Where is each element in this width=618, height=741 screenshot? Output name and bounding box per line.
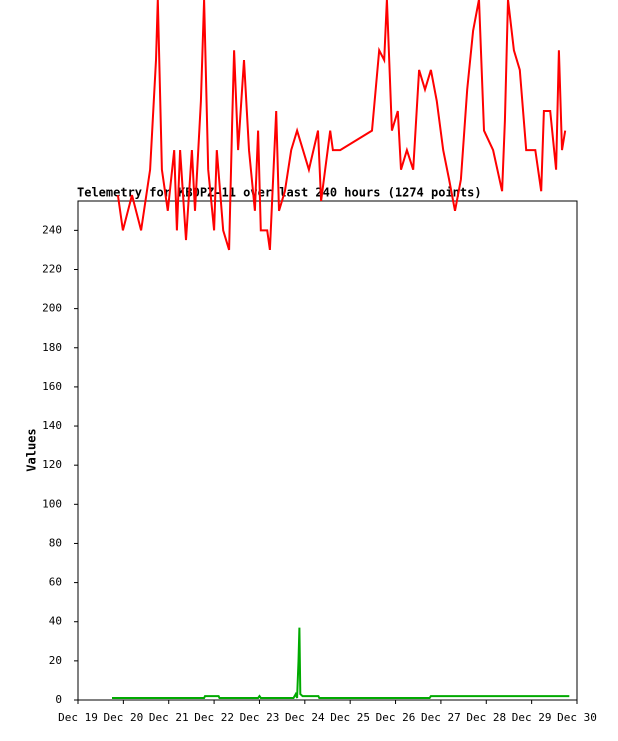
plot-area <box>77 200 578 701</box>
y-tick-label: 0 <box>55 693 62 706</box>
y-tick-label: 80 <box>49 536 62 549</box>
y-tick-label: 240 <box>42 223 62 236</box>
x-tick-label: Dec 21 <box>149 711 189 724</box>
data-line <box>112 627 570 699</box>
x-tick-label: Dec 29 <box>512 711 552 724</box>
x-tick-label: Dec 26 <box>376 711 416 724</box>
x-tick-label: Dec 25 <box>330 711 370 724</box>
y-tick-label: 140 <box>42 419 62 432</box>
y-tick-label: 100 <box>42 497 62 510</box>
data-line <box>116 0 567 251</box>
y-tick-label: 40 <box>49 615 62 628</box>
y-tick-label: 20 <box>49 654 62 667</box>
y-tick-label: 60 <box>49 576 62 589</box>
y-tick-label: 120 <box>42 458 62 471</box>
x-tick-label: Dec 20 <box>103 711 143 724</box>
x-tick-label: Dec 19 <box>58 711 98 724</box>
x-tick-label: Dec 23 <box>240 711 280 724</box>
x-tick-label: Dec 24 <box>285 711 325 724</box>
x-tick-label: Dec 28 <box>466 711 506 724</box>
y-tick-label: 220 <box>42 262 62 275</box>
x-tick-label: Dec 22 <box>194 711 234 724</box>
y-tick-label: 160 <box>42 380 62 393</box>
y-tick-label: 180 <box>42 341 62 354</box>
y-tick-label: 200 <box>42 302 62 315</box>
x-tick-label: Dec 30 <box>557 711 597 724</box>
x-tick-label: Dec 27 <box>421 711 461 724</box>
y-axis-label: Values <box>25 428 39 471</box>
